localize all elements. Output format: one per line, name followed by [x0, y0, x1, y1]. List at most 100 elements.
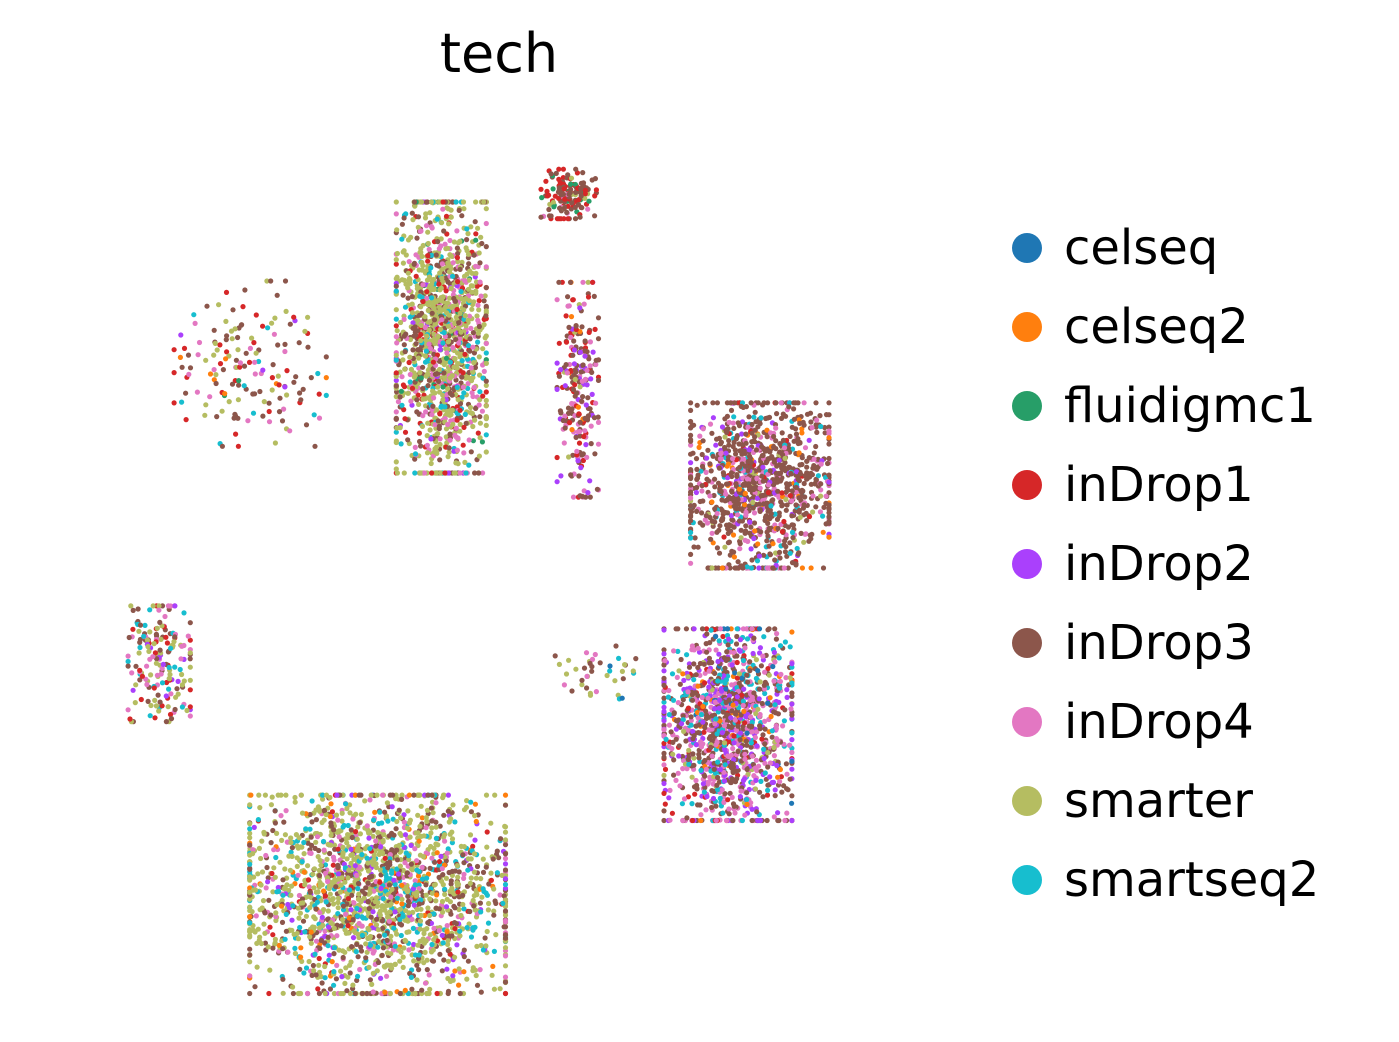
scatter-point	[584, 367, 590, 373]
scatter-point	[724, 649, 730, 655]
scatter-point	[147, 629, 153, 635]
scatter-point	[226, 399, 232, 405]
scatter-point	[237, 360, 243, 366]
scatter-point	[738, 788, 744, 794]
scatter-point	[172, 603, 178, 609]
scatter-point	[569, 400, 575, 407]
scatter-point	[661, 695, 667, 701]
scatter-point	[458, 288, 464, 295]
scatter-point	[688, 474, 694, 480]
scatter-point	[700, 438, 706, 444]
scatter-point	[235, 347, 241, 353]
scatter-point	[538, 186, 544, 192]
scatter-point	[570, 452, 576, 458]
scatter-point	[742, 490, 748, 497]
scatter-point	[773, 425, 779, 431]
scatter-point	[130, 607, 136, 614]
scatter-point	[725, 530, 731, 537]
scatter-point	[748, 714, 754, 720]
scatter-point	[271, 331, 277, 337]
scatter-point	[607, 668, 613, 674]
scatter-point	[563, 671, 570, 677]
scatter-point	[704, 631, 710, 637]
scatter-point	[707, 640, 713, 646]
scatter-point	[588, 423, 594, 429]
scatter-point	[733, 481, 739, 487]
scatter-point	[479, 439, 485, 445]
scatter-point	[724, 400, 731, 406]
scatter-point	[783, 761, 790, 767]
scatter-point	[577, 384, 583, 390]
scatter-point	[708, 536, 714, 542]
scatter-point	[775, 817, 781, 824]
scatter-point	[407, 354, 413, 360]
scatter-point	[305, 314, 311, 320]
scatter-point	[813, 504, 819, 510]
scatter-point	[457, 238, 463, 244]
scatter-point	[276, 382, 282, 388]
scatter-point	[757, 817, 764, 824]
scatter-point	[266, 408, 272, 415]
scatter-point	[765, 764, 771, 770]
scatter-point	[736, 423, 743, 429]
scatter-point	[474, 982, 481, 988]
scatter-point	[415, 347, 421, 353]
scatter-point	[565, 216, 571, 222]
scatter-point	[734, 653, 740, 659]
scatter-point	[401, 342, 407, 348]
scatter-point	[731, 414, 737, 420]
scatter-point	[736, 486, 743, 492]
scatter-point	[729, 776, 735, 782]
scatter-point	[437, 389, 443, 395]
scatter-point	[476, 354, 482, 360]
scatter-point	[483, 340, 489, 347]
scatter-point	[814, 417, 820, 423]
scatter-point	[470, 393, 476, 400]
scatter-point	[462, 459, 468, 465]
scatter-point	[714, 510, 720, 517]
scatter-point	[560, 417, 566, 424]
scatter-point	[760, 478, 766, 484]
scatter-point	[796, 550, 802, 556]
scatter-point	[700, 703, 706, 710]
scatter-point	[399, 221, 405, 227]
scatter-point	[570, 352, 576, 358]
scatter-point	[426, 377, 432, 383]
scatter-point	[476, 307, 482, 313]
scatter-point	[558, 192, 564, 198]
scatter-point	[420, 386, 426, 392]
scatter-point	[714, 731, 720, 737]
scatter-point	[742, 720, 748, 726]
scatter-point	[704, 476, 710, 482]
scatter-point	[460, 384, 466, 390]
scatter-point	[661, 627, 667, 633]
scatter-point	[688, 407, 694, 413]
scatter-point	[661, 780, 667, 787]
scatter-point	[791, 406, 797, 412]
scatter-point	[808, 419, 814, 425]
scatter-point	[789, 758, 795, 764]
scatter-point	[579, 324, 585, 330]
scatter-point	[688, 535, 694, 541]
scatter-point	[666, 743, 672, 749]
scatter-point	[457, 266, 463, 272]
scatter-point	[165, 603, 171, 609]
scatter-point	[445, 260, 451, 266]
scatter-point	[439, 298, 445, 304]
scatter-point	[765, 400, 771, 406]
scatter-point	[688, 460, 694, 466]
scatter-point	[293, 374, 299, 380]
scatter-point	[358, 811, 364, 818]
scatter-point	[156, 607, 162, 613]
scatter-point	[821, 504, 827, 510]
scatter-point	[579, 398, 585, 404]
scatter-point	[683, 738, 689, 744]
scatter-point	[468, 410, 474, 416]
scatter-point	[729, 682, 735, 688]
scatter-point	[585, 490, 591, 496]
scatter-point	[412, 451, 419, 457]
scatter-point	[688, 503, 694, 509]
scatter-point	[587, 494, 593, 500]
scatter-point	[313, 817, 319, 823]
scatter-point	[539, 195, 545, 201]
